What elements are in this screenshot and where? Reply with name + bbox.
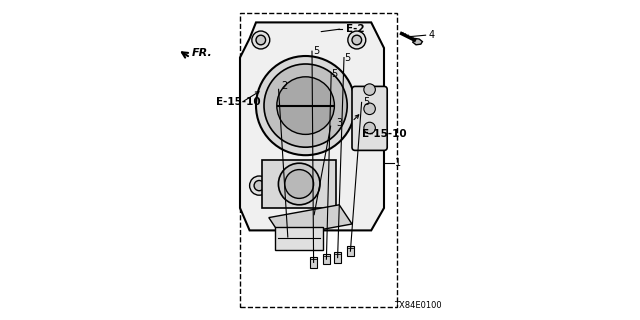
Text: 4: 4 [429, 30, 435, 40]
Bar [334, 252, 342, 263]
Circle shape [352, 35, 362, 45]
Circle shape [364, 103, 375, 115]
Text: 3: 3 [336, 118, 342, 128]
Circle shape [285, 170, 314, 198]
Circle shape [264, 64, 348, 147]
Text: TX84E0100: TX84E0100 [394, 301, 442, 310]
Circle shape [348, 31, 366, 49]
Text: 5: 5 [332, 68, 337, 79]
FancyBboxPatch shape [352, 86, 387, 150]
Text: E-2: E-2 [346, 24, 364, 34]
Text: 5: 5 [344, 52, 350, 63]
Bar [310, 257, 317, 268]
Circle shape [277, 77, 335, 134]
Polygon shape [240, 22, 384, 230]
Circle shape [256, 35, 266, 45]
Text: 5: 5 [314, 46, 320, 56]
Text: 2: 2 [282, 81, 288, 92]
Bar [275, 227, 323, 250]
Polygon shape [413, 38, 422, 45]
Circle shape [364, 84, 375, 95]
Text: FR.: FR. [192, 48, 212, 58]
Text: 5: 5 [364, 97, 369, 108]
Circle shape [254, 180, 264, 191]
Circle shape [364, 122, 375, 134]
Text: 1: 1 [396, 158, 401, 168]
Circle shape [256, 56, 355, 155]
Bar [347, 246, 355, 256]
Bar [240, 13, 397, 307]
Polygon shape [269, 205, 352, 237]
Bar [323, 254, 330, 264]
Text: E-15-10: E-15-10 [362, 129, 406, 140]
Polygon shape [262, 160, 336, 208]
Circle shape [278, 163, 320, 205]
Circle shape [250, 176, 269, 195]
Circle shape [252, 31, 270, 49]
Text: E-15-10: E-15-10 [216, 97, 260, 108]
